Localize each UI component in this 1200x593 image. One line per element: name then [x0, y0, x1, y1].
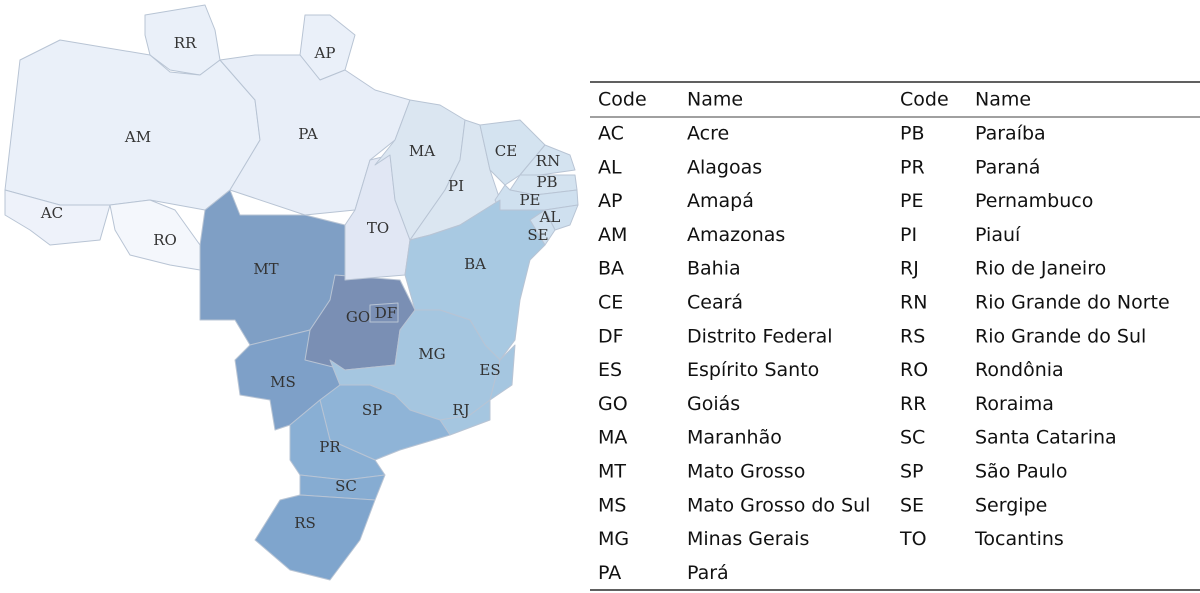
state-label: SC: [335, 477, 357, 495]
table-cell: Distrito Federal: [687, 325, 833, 347]
table-cell: AP: [598, 190, 622, 212]
table-cell: SC: [900, 427, 925, 449]
table-cell: Sergipe: [975, 494, 1047, 516]
table-cell: Alagoas: [687, 156, 762, 178]
table-cell: GO: [598, 393, 628, 415]
table-cell: RJ: [900, 258, 919, 280]
table-cell: DF: [598, 325, 624, 347]
table-cell: Ceará: [687, 292, 743, 314]
state-label: MA: [409, 142, 435, 160]
state-label: RS: [294, 514, 316, 532]
table-cell: MS: [598, 494, 626, 516]
state-label: PA: [298, 125, 318, 143]
table-cell: Maranhão: [687, 427, 782, 449]
table-cell: Mato Grosso do Sul: [687, 494, 870, 516]
table-cell: MG: [598, 528, 629, 550]
table-cell: CE: [598, 292, 623, 314]
state-label: AC: [40, 204, 63, 222]
table-cell: Goiás: [687, 393, 740, 415]
state-label: MG: [418, 345, 445, 363]
table-cell: Espírito Santo: [687, 359, 819, 381]
map: [4, 4, 579, 581]
table-cell: RO: [900, 359, 928, 381]
table-cell: Santa Catarina: [975, 427, 1117, 449]
table-cell: Minas Gerais: [687, 528, 809, 550]
table-cell: São Paulo: [975, 461, 1068, 483]
table-cell: Paraíba: [975, 123, 1046, 145]
table-cell: Piauí: [975, 224, 1021, 246]
state-shape: [254, 494, 376, 581]
table-cell: PI: [900, 224, 917, 246]
table-header: Name: [975, 89, 1031, 111]
state-label: CE: [495, 142, 517, 160]
state-label: BA: [464, 255, 486, 273]
state-shape: [369, 302, 399, 323]
table-cell: SP: [900, 461, 924, 483]
state-label: PR: [319, 438, 341, 456]
table-cell: ES: [598, 359, 622, 381]
table-cell: PE: [900, 190, 923, 212]
state-label: SE: [527, 226, 548, 244]
state-label: RJ: [452, 401, 469, 419]
state-label: PI: [448, 177, 464, 195]
state-label: AP: [314, 44, 336, 62]
table-cell: Pernambuco: [975, 190, 1093, 212]
table-cell: Rio Grande do Norte: [975, 292, 1170, 314]
table-cell: AL: [598, 156, 622, 178]
table-cell: Rio de Janeiro: [975, 258, 1106, 280]
table-cell: MA: [598, 427, 627, 449]
table-header: Code: [900, 89, 949, 111]
table-header: Code: [598, 89, 647, 111]
state-label: ES: [479, 361, 500, 379]
state-label: PE: [519, 191, 540, 209]
table-cell: Amazonas: [687, 224, 785, 246]
state-shape: [4, 39, 261, 211]
table-cell: Roraima: [975, 393, 1054, 415]
table-cell: Rio Grande do Sul: [975, 325, 1146, 347]
state-label: RO: [153, 231, 177, 249]
state-label: TO: [367, 219, 389, 237]
table-cell: Pará: [687, 562, 729, 584]
table-cell: SE: [900, 494, 924, 516]
table-cell: PR: [900, 156, 925, 178]
state-label: GO: [346, 308, 370, 326]
table-cell: AC: [598, 123, 624, 145]
table-cell: Acre: [687, 123, 729, 145]
table-cell: RR: [900, 393, 926, 415]
state-label: RN: [536, 152, 560, 170]
state-label: MT: [253, 260, 278, 278]
table-cell: AM: [598, 224, 627, 246]
state-shape: [489, 344, 516, 401]
table-cell: Rondônia: [975, 359, 1064, 381]
table-cell: RN: [900, 292, 927, 314]
state-label: AM: [124, 128, 151, 146]
table-cell: PB: [900, 123, 925, 145]
state-shape: [299, 474, 386, 501]
table-cell: MT: [598, 461, 626, 483]
table-cell: RS: [900, 325, 925, 347]
state-label: AL: [539, 208, 561, 226]
table-cell: PA: [598, 562, 621, 584]
table-cell: Bahia: [687, 258, 741, 280]
state-label: PB: [536, 173, 557, 191]
state-label: DF: [375, 304, 397, 322]
state-label: RR: [174, 34, 197, 52]
table-cell: BA: [598, 258, 624, 280]
table-header: Name: [687, 89, 743, 111]
table-cell: Amapá: [687, 190, 754, 212]
state-label: MS: [270, 373, 296, 391]
table-cell: Paraná: [975, 156, 1040, 178]
state-label: SP: [362, 401, 382, 419]
table-cell: Mato Grosso: [687, 461, 805, 483]
table-cell: TO: [899, 528, 927, 550]
table-cell: Tocantins: [974, 528, 1064, 550]
state-shape: [4, 189, 111, 246]
state-shape: [519, 144, 576, 176]
